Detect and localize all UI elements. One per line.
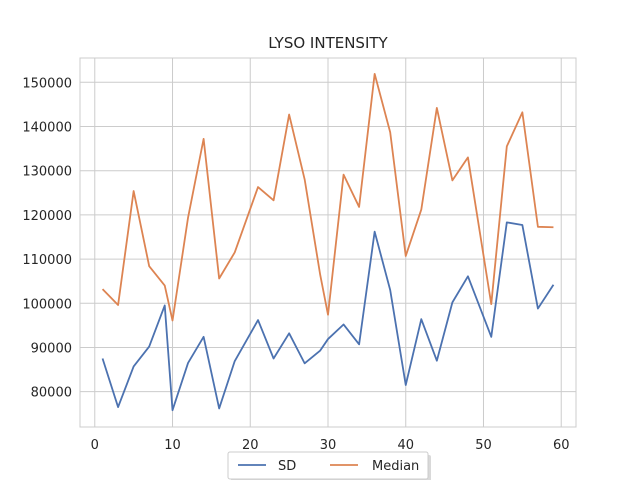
y-tick-label: 140000 (22, 120, 72, 135)
series-line-sd (101, 221, 555, 412)
y-tick-label: 130000 (22, 165, 72, 180)
x-tick-label: 10 (164, 438, 181, 453)
plot-area (101, 73, 555, 412)
y-axis-ticks: 80000 90000 100000 110000 120000 130000 140000… (22, 76, 72, 400)
y-tick-label: 100000 (22, 297, 72, 312)
x-tick-label: 0 (91, 438, 99, 453)
y-tick-label: 150000 (22, 76, 72, 91)
y-tick-label: 80000 (31, 386, 72, 401)
x-tick-label: 50 (475, 438, 492, 453)
x-tick-label: 60 (553, 438, 570, 453)
legend-sd-label: SD (278, 459, 296, 474)
legend-median-label: Median (372, 459, 419, 474)
legend: SD Median (227, 451, 431, 480)
grid (80, 58, 576, 427)
chart-title: LYSO INTENSITY (268, 34, 388, 52)
plot-frame (79, 57, 577, 428)
legend-box (227, 451, 429, 480)
x-tick-label: 30 (320, 438, 337, 453)
x-tick-label: 40 (397, 438, 414, 453)
y-tick-label: 110000 (22, 253, 72, 268)
series-line-median (101, 73, 554, 322)
x-axis-ticks: 0 10 20 30 40 50 60 (91, 438, 570, 453)
y-tick-label: 90000 (31, 341, 72, 356)
y-tick-label: 120000 (22, 209, 72, 224)
x-tick-label: 20 (242, 438, 259, 453)
